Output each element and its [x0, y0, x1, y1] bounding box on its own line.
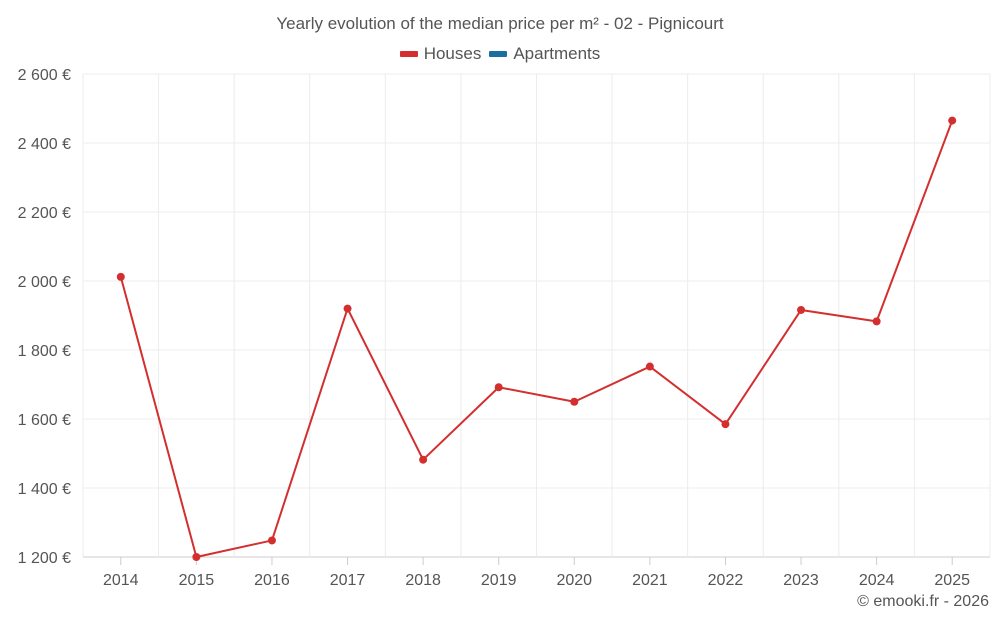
data-point-houses	[494, 383, 503, 392]
legend-label-apartments: Apartments	[513, 44, 601, 63]
data-point-houses	[419, 455, 428, 464]
x-tick-label: 2016	[254, 572, 290, 589]
x-tick-label: 2022	[708, 572, 744, 589]
legend-swatch-houses	[399, 51, 418, 57]
x-tick-label: 2017	[330, 572, 366, 589]
legend-swatch-apartments	[489, 51, 508, 57]
x-tick-label: 2023	[783, 572, 819, 589]
data-point-houses	[721, 420, 730, 429]
data-point-houses	[872, 317, 881, 326]
y-tick-label: 2 200 €	[18, 205, 71, 222]
legend-item-apartments[interactable]: Apartments	[489, 44, 600, 64]
y-tick-label: 2 600 €	[18, 67, 71, 84]
data-point-houses	[570, 397, 579, 406]
x-tick-label: 2014	[103, 572, 139, 589]
x-tick-label: 2025	[934, 572, 970, 589]
legend-label-houses: Houses	[423, 44, 482, 63]
data-point-houses	[116, 272, 125, 281]
y-tick-label: 1 200 €	[18, 550, 71, 567]
credit-text: © emooki.fr - 2026	[857, 593, 989, 610]
x-tick-label: 2024	[859, 572, 895, 589]
data-point-houses	[343, 304, 352, 313]
legend-item-houses[interactable]: Houses	[399, 44, 482, 64]
data-point-houses	[267, 536, 276, 545]
y-tick-label: 1 400 €	[18, 481, 71, 498]
chart-legend: Houses Apartments	[0, 44, 1000, 64]
data-point-houses	[192, 553, 201, 561]
x-tick-label: 2015	[179, 572, 215, 589]
y-tick-label: 1 600 €	[18, 412, 71, 429]
y-tick-label: 1 800 €	[18, 343, 71, 360]
x-tick-label: 2020	[556, 572, 592, 589]
x-tick-label: 2021	[632, 572, 668, 589]
x-tick-label: 2019	[481, 572, 517, 589]
x-tick-label: 2018	[405, 572, 441, 589]
chart-title: Yearly evolution of the median price per…	[276, 14, 724, 33]
y-tick-label: 2 400 €	[18, 136, 71, 153]
series-line-houses	[119, 120, 954, 558]
y-tick-label: 2 000 €	[18, 274, 71, 291]
data-point-houses	[797, 305, 806, 314]
data-point-houses	[948, 116, 957, 125]
data-point-houses	[645, 362, 654, 371]
